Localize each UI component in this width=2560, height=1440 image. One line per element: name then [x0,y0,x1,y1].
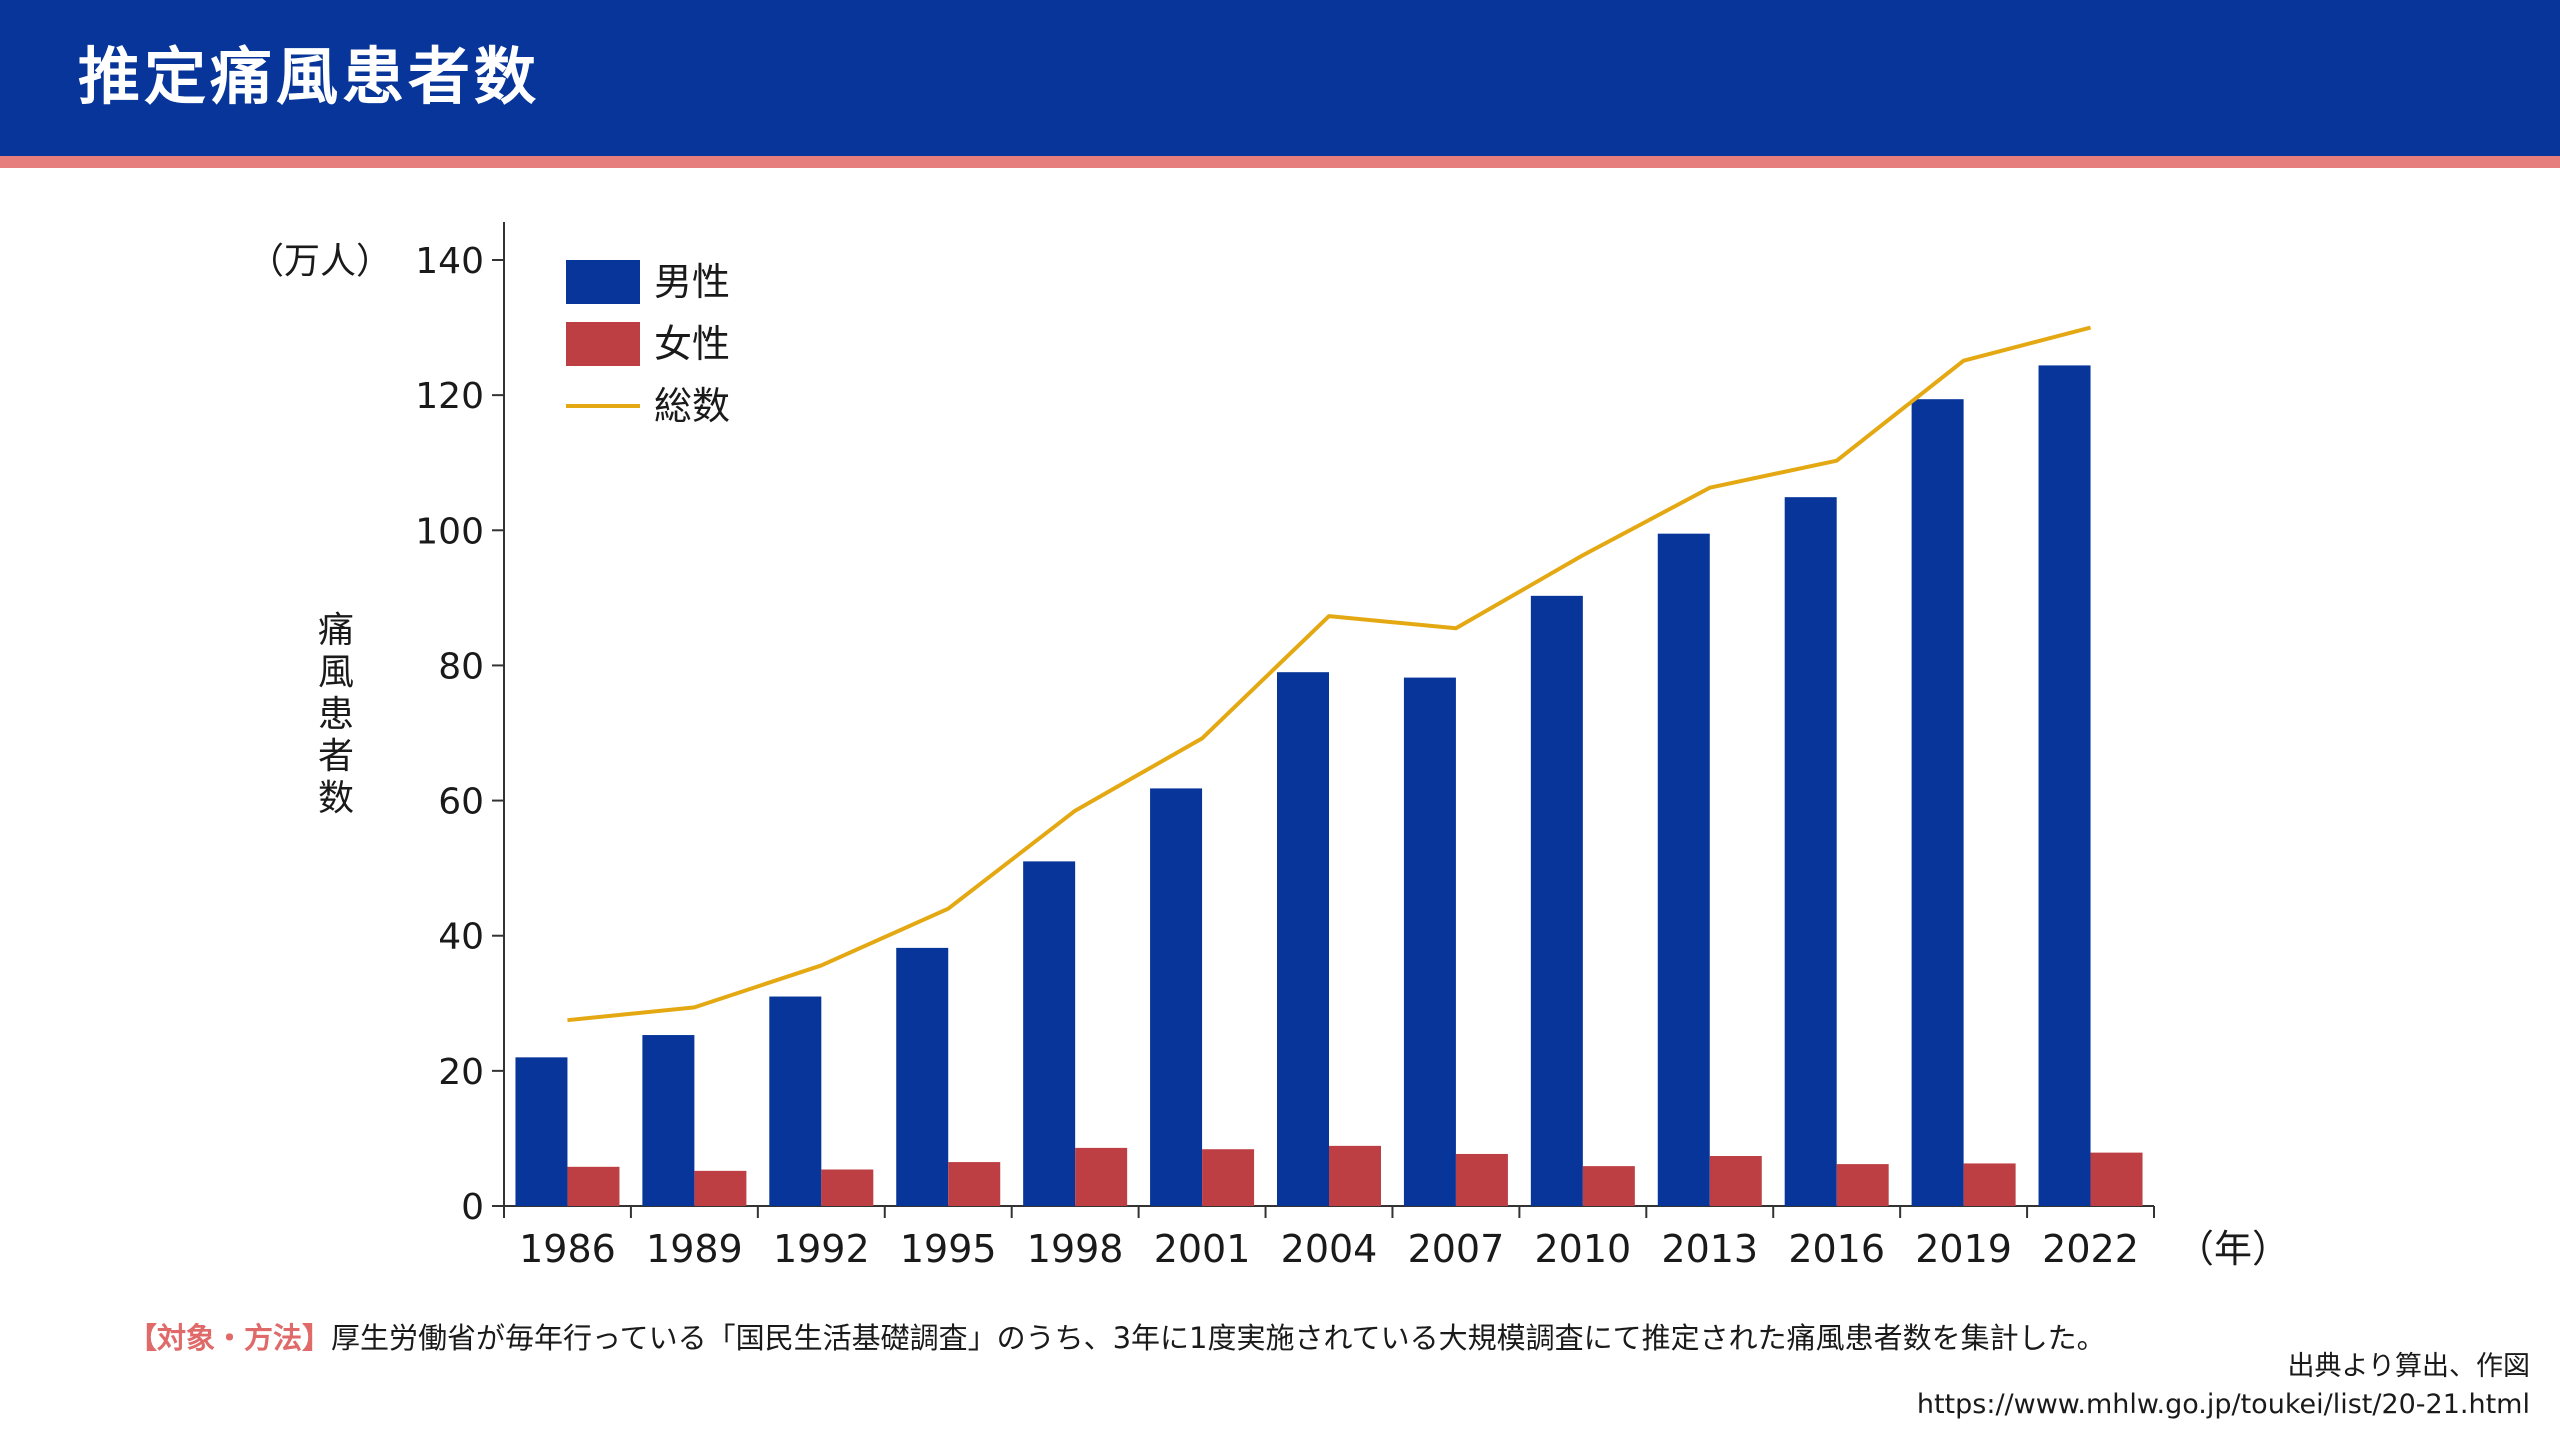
y-axis-title-char: 痛 [318,610,354,651]
source-citation: 出典より算出、作図 https://www.mhlw.go.jp/toukei/… [1917,1348,2530,1424]
header-accent-stripe [0,156,2560,168]
bar-female [948,1162,1001,1206]
method-note-tag: 【対象・方法】 [128,1321,332,1355]
bar-female [694,1170,747,1206]
x-tick-label: 1992 [773,1227,870,1271]
bar-female [1836,1164,1889,1206]
bar-male [515,1057,568,1206]
x-tick-label: 2016 [1788,1227,1885,1271]
bar-female [1455,1153,1508,1206]
y-tick-label: 20 [438,1052,484,1093]
bar-male [1023,861,1076,1206]
y-tick-label: 100 [415,511,484,552]
method-note-text: 厚生労働省が毎年行っている「国民生活基礎調査」のうち、3年に1度実施されている大… [331,1321,2106,1355]
bar-female [1709,1155,1762,1206]
source-url: https://www.mhlw.go.jp/toukei/list/20-21… [1916,1389,2530,1420]
source-line-1: 出典より算出、作図 [2287,1351,2530,1382]
bar-male [1911,399,1964,1206]
x-unit-label: （年） [2176,1227,2290,1271]
bar-male [1784,497,1837,1206]
y-tick-label: 140 [415,241,484,282]
bar-male [769,996,822,1206]
bar-female [567,1166,620,1206]
legend-swatch-female [566,322,640,366]
x-tick-label: 2019 [1915,1227,2012,1271]
bar-female [1582,1166,1635,1206]
bar-female [1075,1147,1128,1206]
y-unit-label: （万人） [248,241,392,282]
x-tick-label: 1989 [646,1227,743,1271]
method-note: 【対象・方法】厚生労働省が毎年行っている「国民生活基礎調査」のうち、3年に1度実… [128,1318,2106,1358]
y-tick-label: 80 [438,646,484,687]
legend-swatch-male [566,260,640,304]
x-tick-label: 2010 [1534,1227,1631,1271]
y-tick-label: 60 [438,782,484,823]
chart-line [567,325,2092,1023]
x-tick-label: 2022 [2042,1227,2139,1271]
line-total [567,325,2092,1023]
chart-bars [515,365,2143,1206]
x-tick-label: 2001 [1154,1227,1251,1271]
legend-label-female: 女性 [654,322,730,366]
page-title: 推定痛風患者数 [78,40,541,113]
x-tick-label: 2007 [1408,1227,1505,1271]
x-tick-label: 2004 [1281,1227,1378,1271]
x-tick-label: 2013 [1661,1227,1758,1271]
gout-patients-chart: 0 20 40 60 80 100 120 140 （万人） 痛風患者数 1986 1989 1992 1… [248,222,2290,1271]
x-tick-label: 1998 [1027,1227,1124,1271]
y-axis-title-char: 者 [318,736,354,777]
y-axis-title-char: 患 [318,694,354,735]
y-tick-label: 0 [461,1187,484,1228]
y-axis-title-char: 数 [318,778,354,819]
y-tick-label: 120 [415,376,484,417]
bar-male [1530,595,1583,1206]
x-tick-label: 1995 [900,1227,997,1271]
legend-label-total: 総数 [654,384,730,428]
bar-male [2038,365,2091,1206]
bar-female [1202,1149,1255,1206]
bar-male [642,1035,695,1206]
bar-male [1150,788,1203,1206]
bar-male [1277,672,1329,1206]
legend-label-male: 男性 [654,260,730,304]
bar-male [1657,533,1710,1206]
bar-male [1403,677,1456,1206]
bar-male [896,947,949,1206]
bar-female [2090,1152,2143,1206]
bar-female [1329,1145,1381,1206]
chart-labels: 0 20 40 60 80 100 120 140 （万人） 痛風患者数 1986 1989 1992 1… [248,241,2290,1271]
x-tick-label: 1986 [519,1227,616,1271]
y-axis-title-char: 風 [318,652,354,693]
y-tick-label: 40 [438,917,484,958]
bar-female [821,1169,874,1206]
header-bar [0,0,2560,156]
bar-female [1963,1163,2016,1206]
